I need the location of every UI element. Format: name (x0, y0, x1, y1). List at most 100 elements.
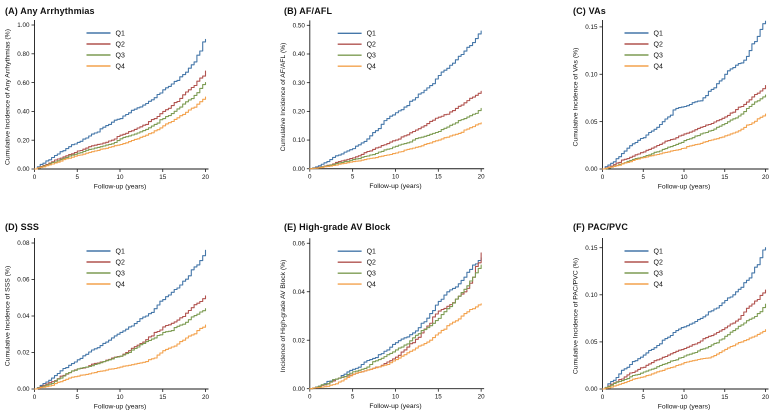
legend-label-q1: Q1 (116, 30, 125, 37)
series-line-q2 (601, 85, 767, 170)
legend-label-q3: Q3 (367, 53, 376, 60)
x-axis-label: Follow-up (years) (658, 404, 711, 411)
y-tick-label: 0.60 (17, 80, 30, 87)
x-tick-label: 15 (159, 394, 167, 401)
y-tick-label: 0.00 (585, 386, 598, 393)
x-tick-label: 15 (435, 174, 442, 181)
y-tick-label: 0.00 (293, 386, 306, 393)
series-line-q1 (33, 249, 207, 390)
axes (309, 238, 485, 390)
x-tick-label: 5 (351, 174, 355, 181)
panel-e-high-grade-av-block: (E) High-grade AV Block 0.00 0.02 0.04 0.06… (260, 207, 518, 414)
legend-label-q2: Q2 (116, 41, 125, 48)
series-line-q4 (309, 303, 482, 390)
panel-c-vas: (C) VAs 0.00 0.05 0.10 0.15 0 5 10 15 20 Follow-u… (518, 0, 778, 207)
y-tick-label: 0.40 (17, 109, 30, 116)
y-tick-label: 0.40 (293, 51, 306, 58)
y-tick-label: 1.00 (17, 22, 30, 29)
y-tick-label: 0.00 (293, 166, 306, 173)
series-line-q3 (309, 107, 482, 170)
panel-title: (B) AF/AFL (284, 6, 333, 16)
x-tick-label: 0 (33, 394, 37, 401)
x-tick-label: 10 (680, 394, 688, 401)
x-tick-label: 5 (75, 394, 79, 401)
y-tick-label: 0.00 (17, 166, 30, 173)
x-tick-label: 20 (202, 394, 210, 401)
series-line-q4 (33, 96, 207, 170)
series-line-q1 (309, 30, 482, 170)
series-line-q2 (309, 90, 482, 170)
y-tick-label: 0.00 (585, 166, 598, 173)
y-tick-label: 0.02 (17, 350, 30, 357)
y-tick-label: 0.04 (17, 313, 30, 320)
x-axis-label: Follow-up (years) (658, 184, 711, 191)
y-tick-label: 0.06 (17, 277, 30, 284)
series-line-q3 (309, 264, 482, 390)
y-tick-label: 0.05 (585, 119, 598, 126)
y-tick-label: 0.04 (293, 289, 306, 296)
legend-label-q4: Q4 (367, 281, 376, 288)
panel-title: (E) High-grade AV Block (284, 222, 391, 232)
x-tick-label: 20 (202, 174, 210, 181)
y-tick-label: 0.08 (17, 240, 30, 247)
chart-af-afl: 0.00 0.10 0.20 0.30 0.40 0.50 0 5 10 15 20 Follow-u… (280, 20, 485, 190)
x-tick-label: 10 (116, 394, 124, 401)
x-axis-label: Follow-up (years) (94, 184, 147, 191)
series-line-q1 (33, 38, 207, 170)
x-tick-label: 10 (116, 174, 124, 181)
legend-label-q1: Q1 (654, 30, 663, 37)
y-axis-label: Incidence of High-grade AV Block (%) (280, 260, 287, 373)
legend-label-q1: Q1 (116, 248, 125, 255)
y-tick-label: 0.10 (585, 71, 598, 78)
x-tick-label: 10 (392, 174, 399, 181)
x-tick-label: 15 (721, 394, 729, 401)
legend-label-q2: Q2 (367, 42, 376, 49)
y-tick-label: 0.02 (293, 337, 306, 344)
legend-label-q3: Q3 (654, 270, 663, 277)
y-tick-label: 0.05 (585, 339, 598, 346)
x-axis-label: Follow-up (years) (369, 403, 421, 410)
x-tick-label: 5 (641, 174, 645, 181)
y-tick-label: 0.10 (293, 137, 306, 144)
y-axis-label: Cumulative Incidence of AF/AFL (%) (280, 43, 287, 152)
legend-label-q3: Q3 (367, 271, 376, 278)
y-tick-label: 0.10 (585, 292, 598, 299)
y-axis-label: Cumulative Incidence of Any Arrhythmias … (5, 29, 12, 165)
series-line-q1 (309, 257, 482, 390)
panel-f-pac-pvc: (F) PAC/PVC 0.00 0.05 0.10 0.15 0 5 10 15 20 Foll… (518, 207, 778, 414)
legend-label-q4: Q4 (367, 64, 376, 71)
chart-sss: 0.00 0.02 0.04 0.06 0.08 0 5 10 15 20 Follow-up (y… (5, 238, 210, 411)
x-tick-label: 15 (721, 174, 729, 181)
series-line-q4 (309, 122, 482, 170)
y-tick-label: 0.50 (293, 22, 306, 29)
y-tick-label: 0.30 (293, 80, 306, 87)
y-axis-label: Cumulative Incidence of SSS (%) (5, 266, 12, 367)
legend-label-q3: Q3 (116, 52, 125, 59)
x-tick-label: 5 (351, 394, 355, 401)
y-tick-label: 0.15 (585, 24, 598, 31)
y-tick-label: 0.06 (293, 240, 306, 247)
x-tick-label: 10 (680, 174, 688, 181)
x-tick-label: 20 (478, 174, 485, 181)
x-axis-label: Follow-up (years) (369, 183, 421, 190)
series-line-q2 (601, 289, 767, 390)
x-tick-label: 0 (601, 394, 605, 401)
y-tick-label: 0.20 (17, 137, 30, 144)
series-line-q1 (601, 247, 767, 390)
x-tick-label: 5 (75, 174, 79, 181)
series-line-q4 (601, 329, 767, 390)
x-tick-label: 20 (762, 394, 770, 401)
chart-pac-pvc: 0.00 0.05 0.10 0.15 0 5 10 15 20 Follow-up (years… (573, 238, 770, 411)
legend-label-q4: Q4 (116, 281, 125, 288)
series-line-q2 (33, 70, 207, 170)
axes (602, 20, 769, 170)
legend-label-q2: Q2 (654, 41, 663, 48)
legend-label-q1: Q1 (654, 248, 663, 255)
panel-d-sss: (D) SSS 0.00 0.02 0.04 0.06 0.08 0 5 10 15 20 Foll… (0, 207, 260, 414)
x-tick-label: 20 (478, 394, 485, 401)
legend-label-q2: Q2 (367, 260, 376, 267)
panel-title: (F) PAC/PVC (573, 222, 628, 232)
y-tick-label: 0.80 (17, 51, 30, 58)
chart-any-arrhythmias: 0.00 0.20 0.40 0.60 0.80 1.00 0 5 10 15 20 Follow-u… (5, 20, 210, 191)
